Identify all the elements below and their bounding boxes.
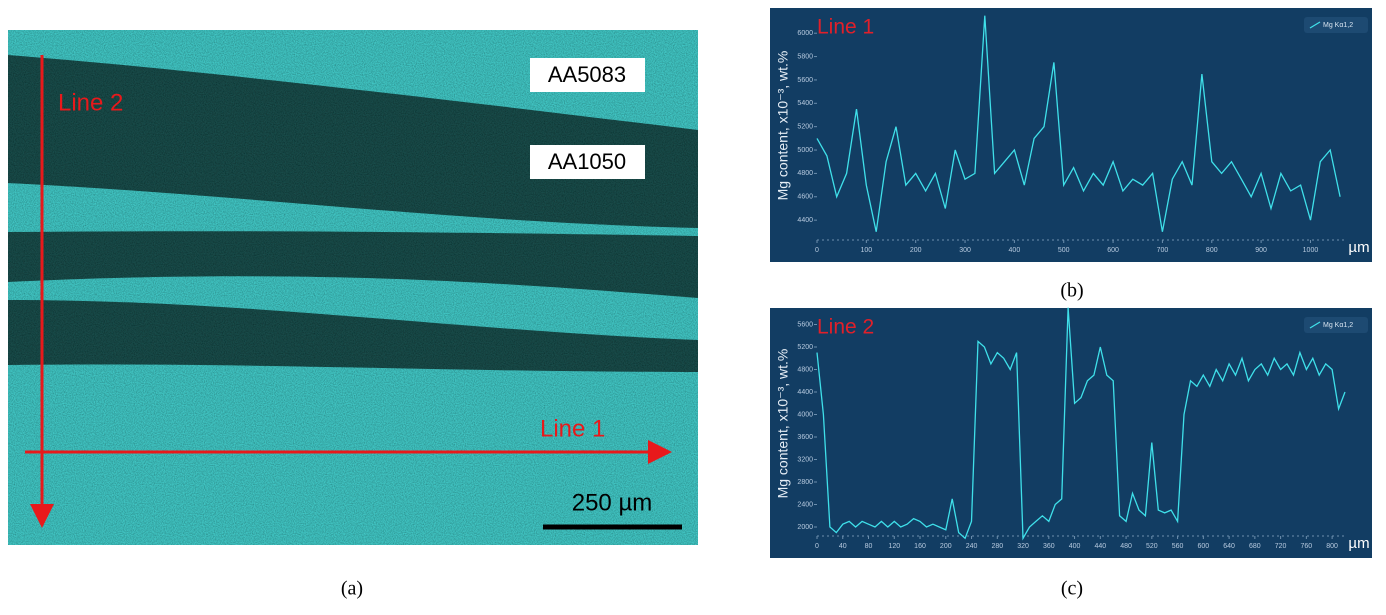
y-tick-label: 4400 (797, 389, 813, 396)
x-tick-label: 320 (1017, 543, 1029, 550)
y-tick-label: 4800 (797, 170, 813, 177)
y-tick-label: 5200 (797, 124, 813, 131)
legend-swatch (1309, 321, 1321, 329)
y-axis-label: Mg content, x10⁻³, wt.% (775, 51, 791, 201)
x-tick-label: 280 (991, 543, 1003, 550)
y-tick-label: 5600 (797, 321, 813, 328)
x-tick-label: 900 (1255, 247, 1267, 254)
legend-label: Mg Kα1,2 (1323, 22, 1353, 29)
data-line (816, 307, 1346, 541)
x-tick-label: 720 (1275, 543, 1287, 550)
chart-title: Line 2 (817, 316, 874, 339)
x-tick-label: 0 (815, 543, 819, 550)
legend-box (1304, 317, 1368, 333)
legend-box (1304, 17, 1368, 33)
y-tick-label: 3200 (797, 456, 813, 463)
y-tick-label: 2800 (797, 479, 813, 486)
eds-map (8, 30, 698, 545)
x-axis-label: µm (1348, 239, 1369, 256)
data-line (816, 15, 1341, 232)
x-tick-label: 360 (1043, 543, 1055, 550)
x-tick-label: 800 (1206, 247, 1218, 254)
x-tick-label: 520 (1146, 543, 1158, 550)
scale-label: 250 µm (572, 489, 653, 516)
x-tick-label: 600 (1197, 543, 1209, 550)
chart-title: Line 1 (817, 16, 874, 39)
y-tick-label: 4800 (797, 366, 813, 373)
y-tick-label: 5200 (797, 344, 813, 351)
x-axis-label: µm (1348, 535, 1369, 552)
y-tick-label: 3600 (797, 434, 813, 441)
caption: (c) (1061, 578, 1083, 600)
x-tick-label: 240 (966, 543, 978, 550)
x-tick-label: 760 (1301, 543, 1313, 550)
x-tick-label: 440 (1094, 543, 1106, 550)
x-tick-label: 100 (861, 247, 873, 254)
x-tick-label: 1000 (1303, 247, 1319, 254)
y-tick-label: 5000 (797, 147, 813, 154)
caption: (a) (341, 578, 363, 600)
y-tick-label: 6000 (797, 30, 813, 37)
caption: (b) (1060, 280, 1083, 302)
x-tick-label: 680 (1249, 543, 1261, 550)
y-axis-label: Mg content, x10⁻³, wt.% (775, 349, 791, 499)
x-tick-label: 300 (959, 247, 971, 254)
x-tick-label: 800 (1326, 543, 1338, 550)
x-tick-label: 600 (1107, 247, 1119, 254)
y-tick-label: 5800 (797, 53, 813, 60)
x-tick-label: 500 (1058, 247, 1070, 254)
legend-label: Mg Kα1,2 (1323, 322, 1353, 329)
y-tick-label: 4600 (797, 194, 813, 201)
alloy-label: AA5083 (548, 62, 626, 87)
chart-background (770, 8, 1372, 262)
y-tick-label: 5600 (797, 77, 813, 84)
y-tick-label: 2000 (797, 524, 813, 531)
y-tick-label: 5400 (797, 100, 813, 107)
x-tick-label: 560 (1172, 543, 1184, 550)
x-tick-label: 480 (1120, 543, 1132, 550)
x-tick-label: 160 (914, 543, 926, 550)
y-tick-label: 2400 (797, 501, 813, 508)
x-tick-label: 700 (1157, 247, 1169, 254)
alloy-label: AA1050 (548, 149, 626, 174)
legend-swatch (1309, 21, 1321, 29)
line-label: Line 2 (58, 89, 123, 116)
y-tick-label: 4000 (797, 411, 813, 418)
x-tick-label: 200 (940, 543, 952, 550)
x-tick-label: 40 (839, 543, 847, 550)
x-tick-label: 120 (888, 543, 900, 550)
y-tick-label: 4400 (797, 217, 813, 224)
x-tick-label: 640 (1223, 543, 1235, 550)
x-tick-label: 400 (1069, 543, 1081, 550)
x-tick-label: 0 (815, 247, 819, 254)
x-tick-label: 200 (910, 247, 922, 254)
x-tick-label: 80 (865, 543, 873, 550)
x-tick-label: 400 (1009, 247, 1021, 254)
line-label: Line 1 (540, 415, 605, 442)
